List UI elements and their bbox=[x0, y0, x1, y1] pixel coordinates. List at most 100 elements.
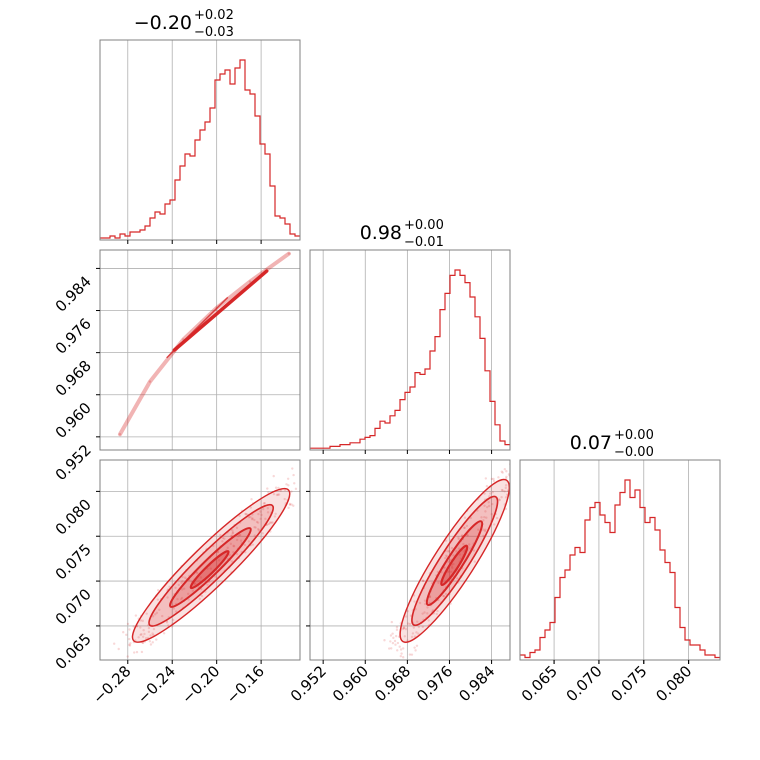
scatter-point bbox=[151, 615, 155, 618]
scatter-point bbox=[488, 495, 491, 498]
scatter-point bbox=[398, 645, 401, 648]
title-plus: +0.00 bbox=[614, 428, 654, 443]
scatter-point bbox=[437, 581, 440, 584]
scatter-point bbox=[223, 537, 226, 540]
scatter-point bbox=[444, 539, 448, 542]
scatter-point bbox=[156, 588, 160, 592]
scatter-point bbox=[442, 594, 446, 598]
scatter-point bbox=[483, 504, 486, 507]
scatter-point bbox=[390, 647, 393, 650]
scatter-point bbox=[154, 613, 157, 616]
scatter-point bbox=[444, 554, 448, 557]
scatter-point bbox=[418, 601, 422, 605]
scatter-point bbox=[495, 516, 499, 520]
scatter-point bbox=[392, 636, 395, 640]
scatter-point bbox=[492, 477, 495, 481]
scatter-point bbox=[266, 487, 269, 490]
scatter-point bbox=[238, 533, 241, 537]
scatter-point bbox=[401, 647, 405, 650]
scatter-point bbox=[506, 489, 510, 492]
scatter-point bbox=[416, 620, 419, 623]
scatter-point bbox=[232, 545, 236, 548]
scatter-point bbox=[456, 577, 459, 580]
y-tick-label: 0.952 bbox=[52, 441, 95, 484]
scatter-point bbox=[401, 656, 405, 659]
scatter-point bbox=[396, 649, 399, 652]
contour-core bbox=[172, 269, 269, 352]
scatter-point bbox=[243, 543, 247, 547]
scatter-point bbox=[497, 476, 500, 479]
scatter-point bbox=[301, 484, 303, 486]
scatter-point bbox=[501, 489, 504, 492]
scatter-point bbox=[200, 594, 204, 598]
scatter-point bbox=[472, 549, 476, 552]
scatter-point bbox=[186, 592, 190, 596]
scatter-point bbox=[442, 594, 445, 598]
scatter-point bbox=[171, 618, 175, 622]
scatter-point bbox=[406, 610, 409, 613]
scatter-point bbox=[424, 602, 427, 606]
scatter-point bbox=[193, 582, 196, 585]
scatter-point bbox=[287, 506, 290, 510]
scatter-point bbox=[504, 484, 508, 487]
scatter-point bbox=[484, 528, 487, 531]
scatter-point bbox=[158, 608, 161, 612]
scatter-point bbox=[410, 653, 414, 656]
scatter-point bbox=[426, 612, 429, 615]
histogram-step-3 bbox=[520, 479, 720, 659]
scatter-point bbox=[166, 596, 169, 599]
scatter-point bbox=[426, 606, 429, 609]
scatter-point bbox=[244, 512, 247, 516]
scatter-point bbox=[413, 600, 416, 603]
x-tick-label: 0.075 bbox=[607, 662, 650, 705]
scatter-point bbox=[147, 626, 151, 630]
scatter-point bbox=[235, 526, 239, 530]
title-minus: −0.03 bbox=[194, 25, 234, 40]
scatter-point bbox=[383, 639, 386, 642]
histogram-step-2 bbox=[310, 269, 510, 449]
scatter-point bbox=[230, 534, 233, 537]
scatter-point bbox=[294, 487, 298, 491]
scatter-point bbox=[226, 546, 229, 550]
scatter-point bbox=[128, 628, 131, 631]
title-plus: +0.02 bbox=[194, 8, 234, 23]
scatter-point bbox=[490, 512, 493, 516]
scatter-point bbox=[285, 483, 288, 486]
scatter-point bbox=[417, 632, 420, 635]
scatter-point bbox=[403, 635, 407, 638]
scatter-point bbox=[165, 621, 169, 624]
scatter-point bbox=[128, 637, 131, 641]
scatter-point bbox=[485, 505, 489, 509]
x-tick-label: 0.952 bbox=[287, 662, 330, 705]
scatter-point bbox=[149, 634, 152, 637]
x-tick-label: −0.28 bbox=[89, 662, 134, 707]
x-tick-label: −0.20 bbox=[178, 662, 223, 707]
scatter-point bbox=[450, 546, 454, 550]
scatter-point bbox=[144, 637, 148, 640]
scatter-point bbox=[270, 521, 273, 524]
scatter-point bbox=[132, 651, 136, 654]
scatter-point bbox=[253, 534, 256, 537]
x-tick-label: −0.16 bbox=[223, 662, 268, 707]
scatter-point bbox=[128, 643, 131, 646]
scatter-point bbox=[238, 514, 241, 518]
scatter-point bbox=[290, 490, 293, 493]
scatter-point bbox=[161, 614, 164, 618]
density-1-2 bbox=[118, 251, 291, 437]
scatter-point bbox=[167, 624, 170, 627]
scatter-point bbox=[482, 519, 485, 522]
scatter-point bbox=[411, 632, 415, 635]
scatter-point bbox=[291, 467, 294, 470]
y-tick-label: 0.080 bbox=[52, 495, 95, 538]
scatter-point bbox=[292, 504, 295, 507]
scatter-point bbox=[180, 596, 184, 600]
scatter-point bbox=[513, 467, 515, 469]
scatter-point bbox=[126, 622, 130, 626]
scatter-point bbox=[408, 653, 412, 656]
scatter-point bbox=[132, 625, 135, 628]
scatter-point bbox=[148, 640, 152, 643]
scatter-point bbox=[516, 474, 518, 476]
scatter-point bbox=[414, 649, 417, 652]
scatter-point bbox=[259, 517, 262, 521]
